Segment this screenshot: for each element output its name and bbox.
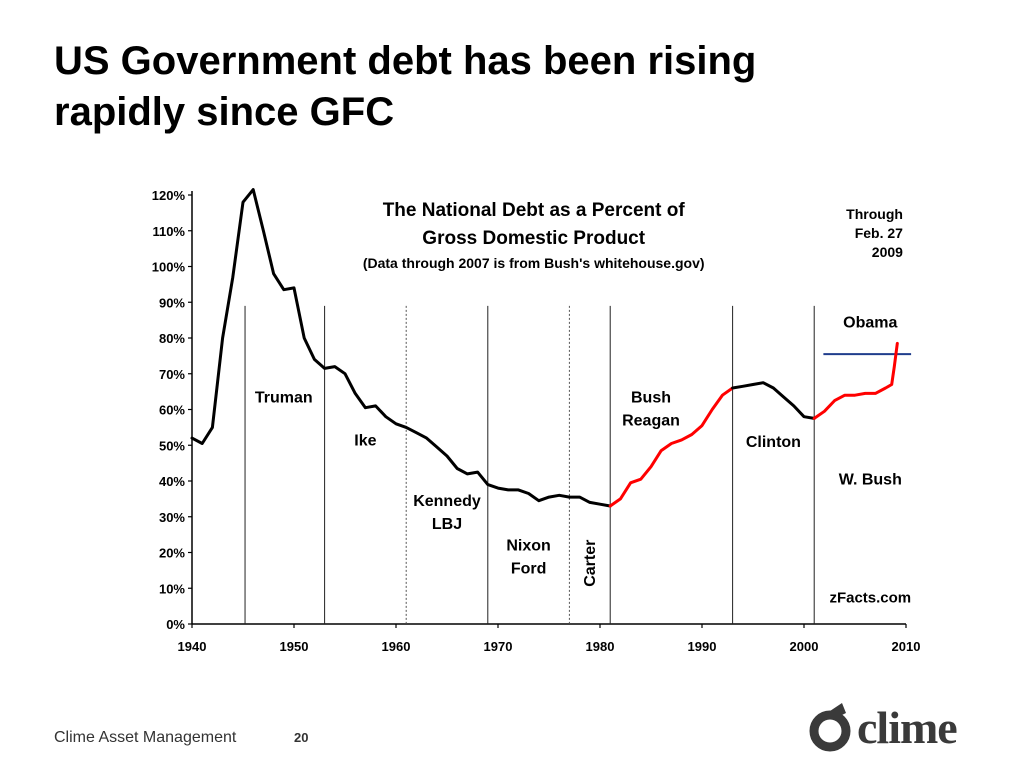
debt-series-line-3: [731, 381, 816, 420]
president-label-nixon-ford: Ford: [511, 561, 547, 578]
y-tick-label: 60%: [159, 403, 185, 418]
president-label-clinton: Clinton: [746, 434, 801, 451]
x-tick-label: 2000: [790, 639, 819, 654]
slide-title-line-2: rapidly since GFC: [54, 90, 395, 134]
president-label-ike: Ike: [354, 432, 376, 449]
x-tick-label: 1980: [586, 639, 615, 654]
clime-logo-text: clime: [857, 702, 958, 753]
y-tick-label: 70%: [159, 367, 185, 382]
y-tick-label: 90%: [159, 295, 185, 310]
president-label-w-bush: W. Bush: [839, 472, 902, 489]
y-tick-label: 30%: [159, 510, 185, 525]
y-tick-label: 20%: [159, 546, 185, 561]
through-date-annotation: Through: [846, 206, 903, 222]
y-tick-label: 100%: [152, 260, 186, 275]
y-tick-label: 10%: [159, 581, 185, 596]
chart-title-line-1: The National Debt as a Percent of: [383, 200, 686, 221]
y-tick-label: 80%: [159, 331, 185, 346]
y-tick-label: 0%: [166, 617, 185, 632]
through-date-annotation: Feb. 27: [855, 225, 903, 241]
x-tick-label: 1970: [484, 639, 513, 654]
x-tick-label: 1990: [688, 639, 717, 654]
x-tick-label: 1950: [280, 639, 309, 654]
clime-logo-mark-icon: [809, 703, 851, 752]
slide-title-line-1: US Government debt has been rising: [54, 39, 757, 83]
chart-subtitle: (Data through 2007 is from Bush's whiteh…: [363, 255, 705, 271]
x-tick-label: 1960: [382, 639, 411, 654]
debt-series-line-1: [190, 188, 612, 508]
debt-series-line-4: [812, 341, 899, 420]
x-tick-label: 2010: [892, 639, 921, 654]
president-label-kennedy-lbj: LBJ: [432, 516, 462, 533]
debt-series-line-2: [608, 386, 735, 508]
x-tick-label: 1940: [178, 639, 207, 654]
chart-title-line-2: Gross Domestic Product: [422, 228, 645, 249]
president-label-nixon-ford: Nixon: [506, 538, 550, 555]
y-tick-label: 50%: [159, 438, 185, 453]
through-date-annotation: 2009: [872, 244, 903, 260]
slide-title: US Government debt has been rising rapid…: [54, 36, 954, 138]
president-label-truman: Truman: [255, 389, 313, 406]
president-label-bush-reagan: Reagan: [622, 412, 680, 429]
page-number: 20: [294, 730, 309, 745]
clime-logo: clime: [808, 701, 994, 755]
president-label-carter: Carter: [582, 540, 599, 587]
y-tick-label: 110%: [152, 224, 185, 239]
y-tick-label: 40%: [159, 474, 185, 489]
president-label-kennedy-lbj: Kennedy: [413, 493, 481, 510]
footer-company-name: Clime Asset Management: [54, 729, 237, 746]
president-label-obama: Obama: [843, 314, 897, 331]
y-tick-label: 120%: [152, 188, 186, 203]
president-label-bush-reagan: Bush: [631, 389, 671, 406]
chart-source-label: zFacts.com: [829, 590, 911, 607]
national-debt-chart: 0% 10% 20% 30% 40% 50% 60% 70% 80% 90% 100% 110% 120…: [152, 188, 921, 654]
